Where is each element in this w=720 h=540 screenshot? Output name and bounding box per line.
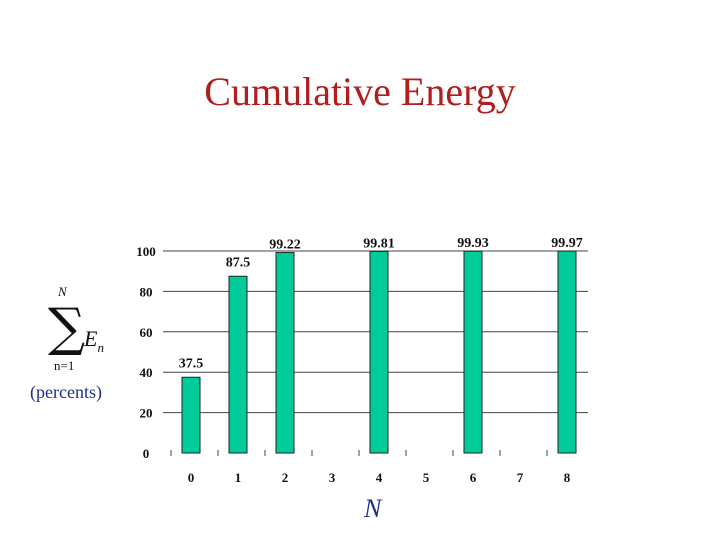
chart-title: Cumulative Energy [204,69,516,114]
x-tick-label: 5 [423,470,430,485]
sum-lower-limit: n=1 [54,358,75,373]
sum-term-letter: E [84,326,98,351]
data-label: 99.81 [363,236,395,251]
bar [369,250,389,454]
data-label: 37.5 [179,356,204,371]
x-axis-label: N [364,494,382,523]
sum-symbol: ∑ [48,298,86,358]
y-tick-label: 0 [143,446,150,461]
sum-term: En [84,326,104,356]
data-label: 87.5 [226,255,251,270]
bar [557,250,577,454]
x-tick-label: 3 [329,470,336,485]
bar [228,275,248,454]
data-label: 99.93 [457,236,489,251]
sum-term-subscript: n [97,340,104,355]
data-label: 99.97 [551,236,583,251]
data-label: 99.22 [269,238,301,253]
sum-upper-limit: N [58,284,67,299]
y-tick-label: 60 [140,325,153,340]
y-axis-units: (percents) [30,382,102,402]
y-axis-label: N ∑ En n=1 [20,282,140,412]
x-tick-label: 4 [376,470,383,485]
bar [275,252,295,454]
y-tick-label: 20 [140,406,153,421]
y-tick-label: 80 [140,284,153,299]
x-tick-label: 8 [564,470,571,485]
x-tick-label: 6 [470,470,477,485]
bar [181,376,201,454]
x-tick-label: 7 [517,470,524,485]
bar [463,250,483,454]
x-tick-label: 2 [282,470,289,485]
y-tick-label: 40 [140,365,153,380]
x-tick-label: 0 [188,470,195,485]
x-tick-label: 1 [235,470,242,485]
y-tick-label: 100 [136,244,156,259]
